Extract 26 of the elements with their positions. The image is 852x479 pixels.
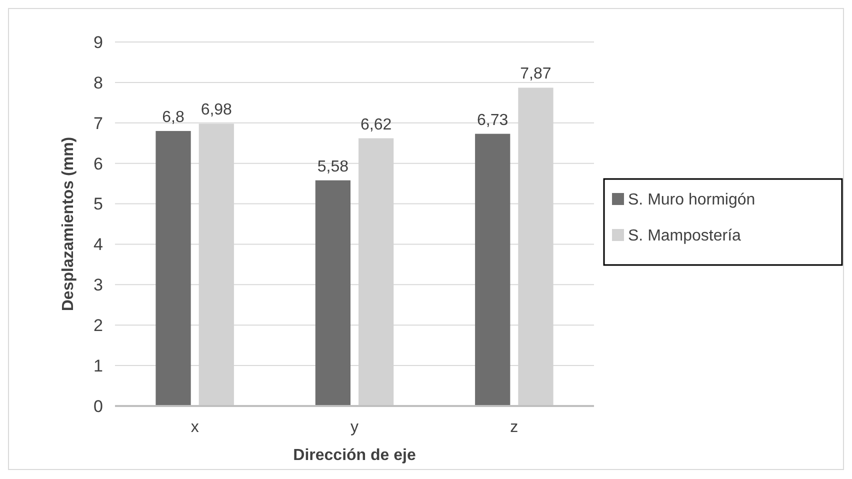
x-tick-label: y	[350, 419, 358, 436]
legend-label: S. Mampostería	[628, 228, 742, 245]
y-tick-label: 6	[94, 154, 103, 174]
legend-label: S. Muro hormigón	[628, 192, 756, 209]
data-label: 6,73	[477, 112, 508, 129]
data-label: 7,87	[520, 66, 552, 83]
bar	[315, 180, 350, 406]
x-tick-label: x	[190, 419, 199, 436]
y-axis-title: Desplazamientos (mm)	[60, 136, 77, 312]
y-tick-label: 5	[94, 194, 103, 214]
y-tick-label: 9	[94, 32, 103, 52]
bar	[475, 134, 510, 406]
data-label: 6,98	[200, 102, 232, 119]
x-tick-label: z	[510, 419, 518, 436]
y-tick-label: 7	[94, 114, 103, 133]
data-label: 6,8	[162, 108, 184, 126]
bar	[156, 130, 191, 406]
y-tick-label: 4	[94, 235, 103, 254]
y-tick-label: 2	[94, 316, 103, 336]
y-tick-label: 8	[94, 73, 103, 92]
y-tick-label: 1	[94, 356, 103, 376]
data-label: 5,58	[317, 158, 349, 176]
y-tick-label: 3	[94, 276, 103, 295]
data-label: 6,62	[360, 116, 392, 134]
x-axis-title: Dirección de eje	[293, 447, 416, 464]
y-tick-label: 0	[94, 396, 103, 416]
